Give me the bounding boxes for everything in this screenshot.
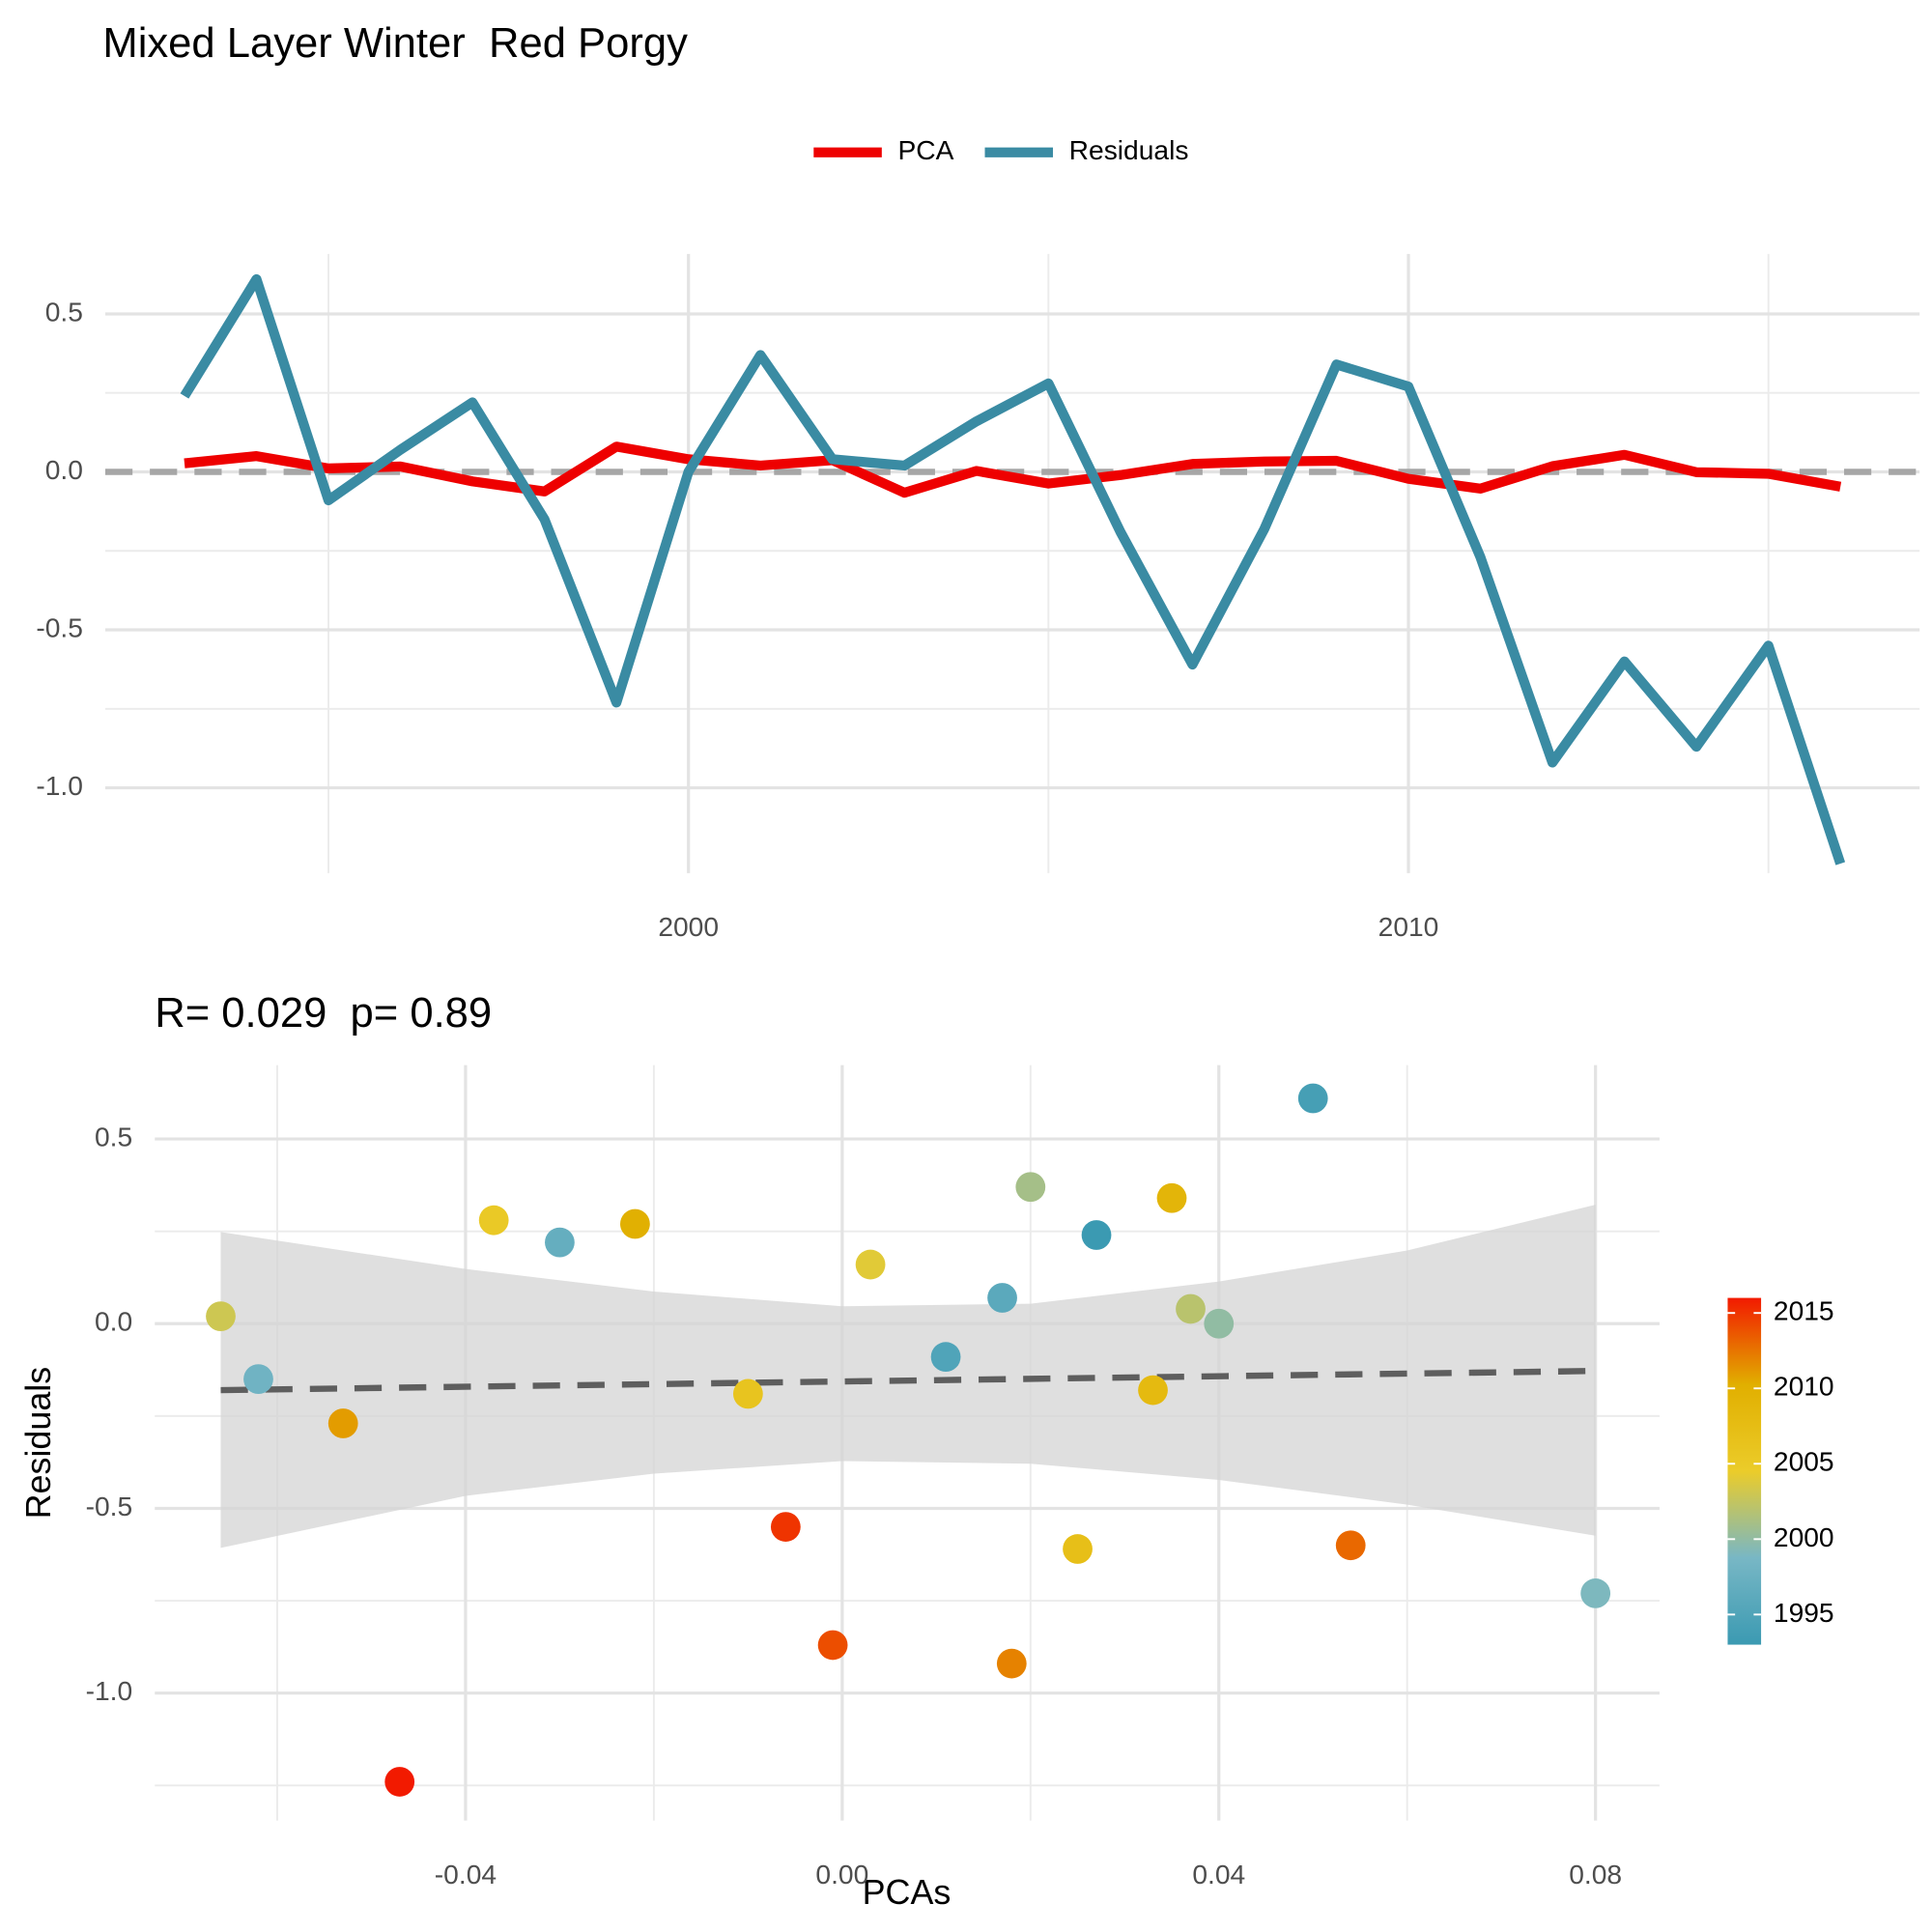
- x-tick-label: 2010: [1378, 911, 1439, 942]
- y-tick-label: 0.0: [45, 454, 83, 485]
- point: [1081, 1220, 1112, 1250]
- point: [478, 1205, 509, 1236]
- x-tick-label: 0.08: [1569, 1859, 1622, 1889]
- series-line: [184, 441, 1842, 498]
- point: [1156, 1182, 1187, 1213]
- colorbar-label: 2005: [1774, 1446, 1834, 1477]
- point: [1204, 1308, 1235, 1339]
- point: [620, 1208, 650, 1239]
- point: [1176, 1293, 1206, 1324]
- point: [1580, 1578, 1611, 1608]
- point: [1297, 1083, 1328, 1114]
- point: [206, 1301, 236, 1331]
- point: [855, 1249, 886, 1280]
- colorbar-label: 2015: [1774, 1295, 1834, 1326]
- y-tick-label: -1.0: [36, 770, 83, 801]
- point: [545, 1227, 575, 1258]
- point: [1063, 1534, 1093, 1564]
- point: [327, 1408, 358, 1438]
- legend-label: Residuals: [1069, 134, 1189, 165]
- x-tick-label: 0.04: [1192, 1859, 1245, 1889]
- point: [1138, 1375, 1168, 1406]
- scatter-title: R= 0.029 p= 0.89: [155, 990, 492, 1037]
- y-tick-label: 0.0: [95, 1306, 132, 1337]
- point: [770, 1512, 801, 1542]
- point: [1015, 1172, 1046, 1203]
- y-tick-label: -1.0: [86, 1675, 133, 1706]
- colorbar-label: 2010: [1774, 1371, 1834, 1402]
- y-tick-label: -0.5: [86, 1491, 133, 1521]
- point: [384, 1767, 415, 1797]
- y-tick-label: 0.5: [45, 296, 83, 327]
- y-tick-label: -0.5: [36, 611, 83, 642]
- point: [996, 1648, 1027, 1679]
- confidence-band: [220, 1205, 1596, 1548]
- point: [1335, 1530, 1366, 1561]
- colorbar-label: 1995: [1774, 1597, 1834, 1628]
- legend-label: PCA: [897, 134, 953, 165]
- x-tick-label: 2000: [658, 911, 719, 942]
- point: [817, 1630, 848, 1661]
- y-axis-title: Residuals: [19, 1367, 58, 1520]
- x-tick-label: -0.04: [435, 1859, 497, 1889]
- point: [243, 1364, 273, 1395]
- fit-line: [220, 1368, 1596, 1394]
- point: [732, 1378, 763, 1409]
- series-line: [180, 273, 1846, 866]
- y-tick-label: 0.5: [95, 1122, 132, 1152]
- colorbar: [1727, 1297, 1762, 1645]
- colorbar-label: 2000: [1774, 1521, 1834, 1552]
- x-axis-title: PCAs: [863, 1873, 952, 1912]
- point: [930, 1342, 961, 1373]
- chart-title: Mixed Layer Winter Red Porgy: [102, 20, 688, 67]
- x-tick-label: 0.00: [815, 1859, 868, 1889]
- point: [987, 1283, 1017, 1313]
